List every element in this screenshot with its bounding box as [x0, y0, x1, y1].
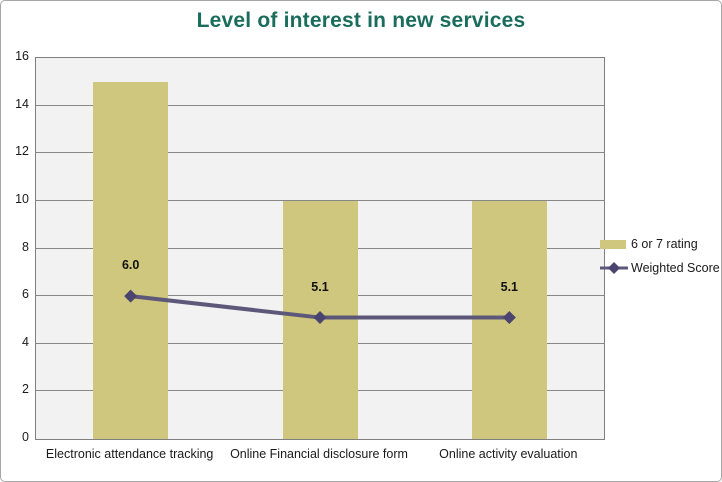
y-tick-label-16: 16 [15, 49, 29, 63]
x-category-label-2: Online Financial disclosure form [230, 447, 408, 461]
legend: 6 or 7 rating Weighted Score [600, 237, 720, 285]
x-category-label-1: Electronic attendance tracking [45, 447, 214, 461]
gridline-10 [36, 199, 604, 201]
bar-1 [93, 81, 169, 439]
data-label-2: 5.1 [311, 279, 329, 294]
gridline-14 [36, 104, 604, 106]
x-category-label-3: Online activity evaluation [439, 447, 578, 461]
y-tick-label-14: 14 [15, 96, 29, 111]
y-tick-label-10: 10 [15, 191, 29, 206]
legend-label-bar: 6 or 7 rating [631, 237, 698, 251]
y-tick-label-2: 2 [22, 382, 29, 397]
legend-item-line: Weighted Score [600, 261, 720, 275]
line-swatch-icon [600, 262, 628, 274]
y-tick-label-6: 6 [22, 287, 29, 302]
data-label-1: 6.0 [121, 258, 140, 273]
y-tick-label-12: 12 [15, 144, 29, 159]
y-tick-label-4: 4 [22, 334, 29, 349]
plot-area: 6.0 5.1 5.1 [35, 57, 605, 440]
y-tick-label-8: 8 [22, 239, 29, 254]
gridline-12 [36, 152, 604, 154]
bar-swatch-icon [600, 239, 626, 249]
data-label-3: 5.1 [500, 279, 519, 294]
legend-item-bar: 6 or 7 rating [600, 237, 720, 251]
y-tick-label-0: 0 [22, 430, 29, 444]
bar-2 [282, 200, 358, 439]
legend-label-line: Weighted Score [631, 261, 720, 275]
bar-3 [471, 200, 547, 439]
chart-title: Level of interest in new services [196, 9, 526, 32]
